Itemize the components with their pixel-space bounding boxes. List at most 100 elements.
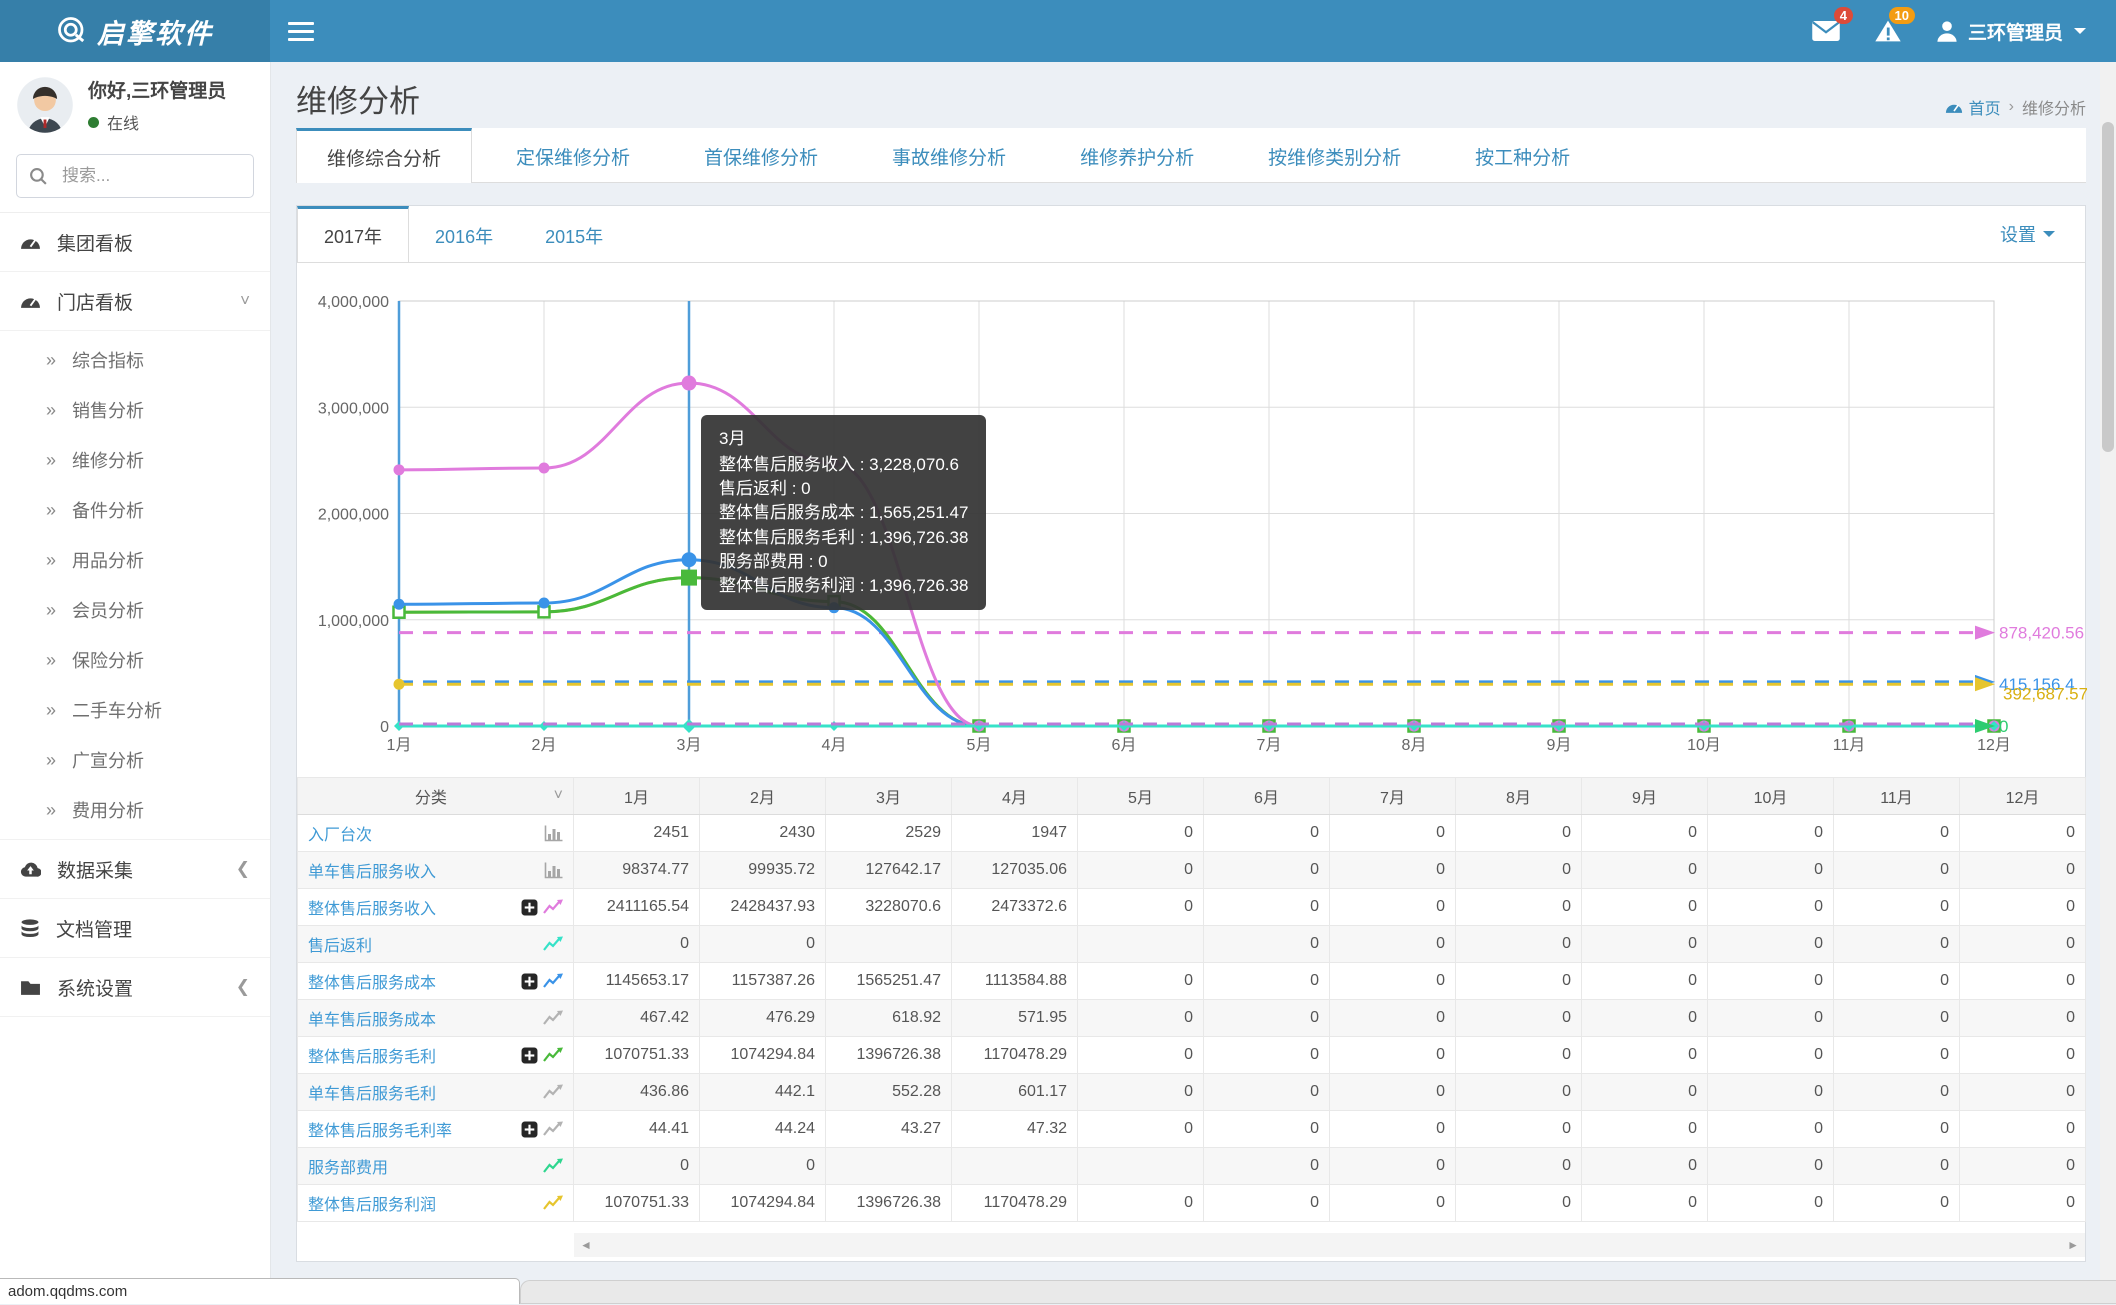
month-column-header: 5月 xyxy=(1077,777,1204,815)
sidebar-subitem-label: 广宣分析 xyxy=(72,751,145,771)
sidebar-subitem[interactable]: » 综合指标 xyxy=(0,335,270,385)
year-tab[interactable]: 2015年 xyxy=(545,226,604,247)
line-chart-icon[interactable] xyxy=(543,1158,563,1174)
page-title: 维修分析 xyxy=(296,83,420,119)
table-horizontal-scrollbar[interactable]: ◄ ► xyxy=(574,1233,2085,1257)
category-column-header[interactable]: 分类 ˅ xyxy=(297,777,574,815)
line-chart-icon[interactable] xyxy=(543,973,563,989)
line-chart-icon[interactable] xyxy=(543,1047,563,1063)
analysis-tab[interactable]: 按维修类别分析 xyxy=(1268,148,1402,169)
line-chart-icon[interactable] xyxy=(543,1084,563,1100)
row-label-link[interactable]: 单车售后服务收入 xyxy=(308,864,437,881)
value-cell: 0 xyxy=(1329,925,1456,963)
sidebar-subitem[interactable]: » 广宣分析 xyxy=(0,735,270,785)
gauge-icon xyxy=(20,233,41,251)
value-cell xyxy=(951,1147,1078,1185)
bar-chart-icon[interactable] xyxy=(544,862,563,879)
sidebar-toggle-button[interactable] xyxy=(270,0,332,62)
sidebar-subitem[interactable]: » 保险分析 xyxy=(0,635,270,685)
year-tab[interactable]: 2017年 xyxy=(297,206,410,262)
analysis-tab[interactable]: 定保维修分析 xyxy=(516,148,631,169)
tooltip-line: 整体售后服务收入 : 3,228,070.6 xyxy=(719,455,959,475)
breadcrumb-home-link[interactable]: 首页 xyxy=(1945,95,2001,119)
sidebar-subitem[interactable]: » 会员分析 xyxy=(0,585,270,635)
table-row: 售后返利 0 0 0 0 0 0 0 0 0 xyxy=(297,925,2086,963)
sidebar-item[interactable]: 文档管理 xyxy=(0,899,270,958)
analysis-tab[interactable]: 按工种分析 xyxy=(1475,148,1571,169)
sidebar-subitem[interactable]: » 二手车分析 xyxy=(0,685,270,735)
messages-button[interactable]: 4 xyxy=(1795,0,1857,62)
row-label-link[interactable]: 整体售后服务毛利 xyxy=(308,1049,437,1066)
search-input[interactable] xyxy=(60,165,234,187)
value-cell: 0 xyxy=(1707,999,1834,1037)
analysis-tab[interactable]: 维修综合分析 xyxy=(296,128,473,183)
analysis-tab[interactable]: 维修养护分析 xyxy=(1080,148,1195,169)
value-cell xyxy=(951,925,1078,963)
row-label-link[interactable]: 单车售后服务成本 xyxy=(308,1012,437,1029)
sidebar-subitem[interactable]: » 备件分析 xyxy=(0,485,270,535)
sidebar-subitem[interactable]: » 维修分析 xyxy=(0,435,270,485)
row-label-link[interactable]: 整体售后服务利润 xyxy=(308,1197,437,1214)
sidebar-subitem[interactable]: » 费用分析 xyxy=(0,785,270,835)
year-tab[interactable]: 2016年 xyxy=(435,226,494,247)
analysis-tab[interactable]: 首保维修分析 xyxy=(704,148,819,169)
row-label-link[interactable]: 整体售后服务成本 xyxy=(308,975,437,992)
vertical-scroll-thumb[interactable] xyxy=(2102,122,2114,452)
row-label-link[interactable]: 售后返利 xyxy=(308,938,373,955)
plus-square-icon[interactable] xyxy=(521,1121,538,1138)
line-chart-icon[interactable] xyxy=(543,899,563,915)
plus-square-icon[interactable] xyxy=(521,1047,538,1064)
line-chart-icon[interactable] xyxy=(543,1121,563,1137)
brand-logo[interactable]: 启擎软件 xyxy=(0,0,270,62)
month-column-header: 1月 xyxy=(573,777,700,815)
line-chart-icon[interactable] xyxy=(543,936,563,952)
plus-square-icon[interactable] xyxy=(521,973,538,990)
row-label-link[interactable]: 入厂台次 xyxy=(308,827,373,844)
value-cell: 0 xyxy=(1707,925,1834,963)
bottom-bar: adom.qqdms.com xyxy=(0,1278,2116,1304)
value-cell: 467.42 xyxy=(573,999,700,1037)
row-label-link[interactable]: 整体售后服务毛利率 xyxy=(308,1123,453,1140)
value-cell: 0 xyxy=(1707,1073,1834,1111)
table-row: 整体售后服务毛利 1070751.33 1074294.84 1396726.38 11… xyxy=(297,1036,2086,1074)
double-angle-icon: » xyxy=(46,699,57,720)
sidebar-item[interactable]: 数据采集 ❮ xyxy=(0,840,270,899)
month-column-header: 2月 xyxy=(699,777,826,815)
value-cell: 0 xyxy=(1581,1073,1708,1111)
value-cell: 1396726.38 xyxy=(825,1184,952,1222)
alerts-button[interactable]: 10 xyxy=(1857,0,1919,62)
value-cell: 0 xyxy=(699,1147,826,1185)
row-label-link[interactable]: 整体售后服务收入 xyxy=(308,901,437,918)
line-chart-icon[interactable] xyxy=(543,1010,563,1026)
row-label-link[interactable]: 服务部费用 xyxy=(308,1160,389,1177)
scroll-left-icon[interactable]: ◄ xyxy=(580,1238,592,1252)
sidebar-subitem-label: 销售分析 xyxy=(72,401,145,421)
scroll-right-icon[interactable]: ► xyxy=(2067,1238,2079,1252)
sidebar-item[interactable]: 门店看板 ˅ xyxy=(0,272,270,331)
value-cell: 0 xyxy=(1833,814,1960,852)
line-chart-icon[interactable] xyxy=(543,1195,563,1211)
value-cell: 0 xyxy=(1455,1147,1582,1185)
double-angle-icon: » xyxy=(46,599,57,620)
value-cell: 0 xyxy=(1077,962,1204,1000)
value-cell: 0 xyxy=(1959,814,2086,852)
double-angle-icon: » xyxy=(46,449,57,470)
plus-square-icon[interactable] xyxy=(521,899,538,916)
alerts-badge: 10 xyxy=(1888,7,1915,24)
analysis-tab[interactable]: 事故维修分析 xyxy=(892,148,1007,169)
sidebar-subitem[interactable]: » 用品分析 xyxy=(0,535,270,585)
tooltip-line: 整体售后服务毛利 : 1,396,726.38 xyxy=(719,527,969,547)
sidebar-subitem[interactable]: » 销售分析 xyxy=(0,385,270,435)
settings-dropdown[interactable]: 设置 xyxy=(1970,206,2085,262)
sidebar-item[interactable]: 系统设置 ❮ xyxy=(0,958,270,1017)
value-cell: 0 xyxy=(1959,925,2086,963)
page-vertical-scrollbar[interactable] xyxy=(2100,62,2116,1304)
row-label-link[interactable]: 单车售后服务毛利 xyxy=(308,1086,437,1103)
sidebar-item[interactable]: 集团看板 xyxy=(0,213,270,272)
page-horizontal-scrollbar[interactable] xyxy=(520,1280,2116,1304)
sidebar-subitem-label: 综合指标 xyxy=(72,351,145,371)
value-cell: 0 xyxy=(1707,1110,1834,1148)
value-cell: 1145653.17 xyxy=(573,962,700,1000)
user-menu-button[interactable]: 三环管理员 xyxy=(1919,0,2102,62)
bar-chart-icon[interactable] xyxy=(544,825,563,842)
